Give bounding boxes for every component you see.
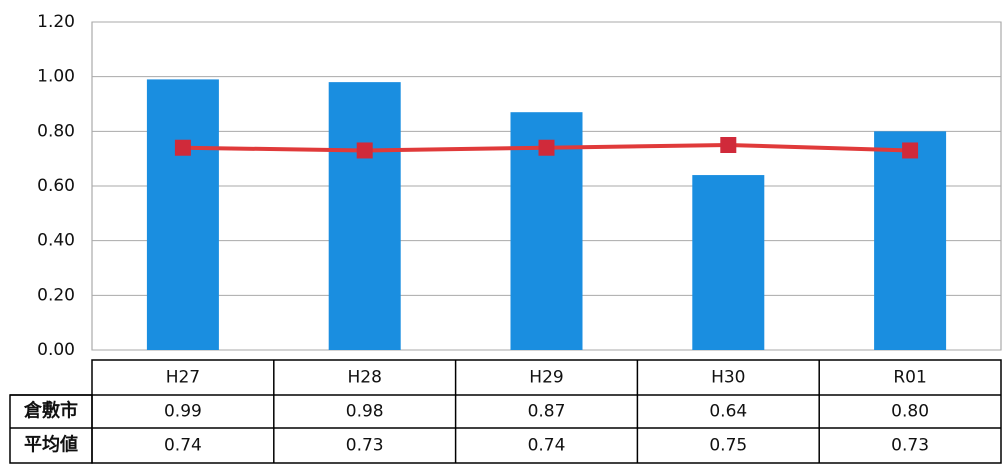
x-tick-label: H27	[166, 368, 200, 388]
marker	[902, 142, 919, 159]
x-tick-label: H30	[711, 368, 745, 388]
table-value: 0.73	[891, 436, 929, 456]
y-tick-label: 0.00	[37, 340, 75, 360]
bar	[692, 175, 765, 350]
x-tick-label: R01	[893, 368, 926, 388]
table-value: 0.73	[346, 436, 384, 456]
marker	[720, 137, 737, 153]
table-value: 0.64	[709, 402, 747, 422]
legend-label: 平均値	[24, 434, 78, 456]
table-value: 0.87	[528, 402, 566, 422]
marker	[174, 139, 191, 156]
bar	[328, 82, 401, 350]
y-tick-label: 1.00	[37, 67, 75, 87]
table-value: 0.99	[164, 402, 202, 422]
bar	[874, 131, 947, 350]
y-tick-label: 0.60	[37, 176, 75, 196]
table-value: 0.74	[164, 436, 202, 456]
table-value: 0.74	[528, 436, 566, 456]
marker	[356, 142, 373, 159]
table-value: 0.80	[891, 402, 929, 422]
marker	[538, 139, 555, 156]
legend-label: 倉敷市	[23, 400, 78, 422]
y-tick-label: 0.20	[37, 285, 75, 305]
y-tick-label: 0.80	[37, 121, 75, 141]
table-value: 0.75	[709, 436, 747, 456]
table-value: 0.98	[346, 402, 384, 422]
x-tick-label: H28	[347, 368, 381, 388]
y-tick-label: 1.20	[37, 12, 75, 32]
bar	[146, 79, 219, 351]
x-tick-label: H29	[529, 368, 563, 388]
y-tick-label: 0.40	[37, 231, 75, 251]
